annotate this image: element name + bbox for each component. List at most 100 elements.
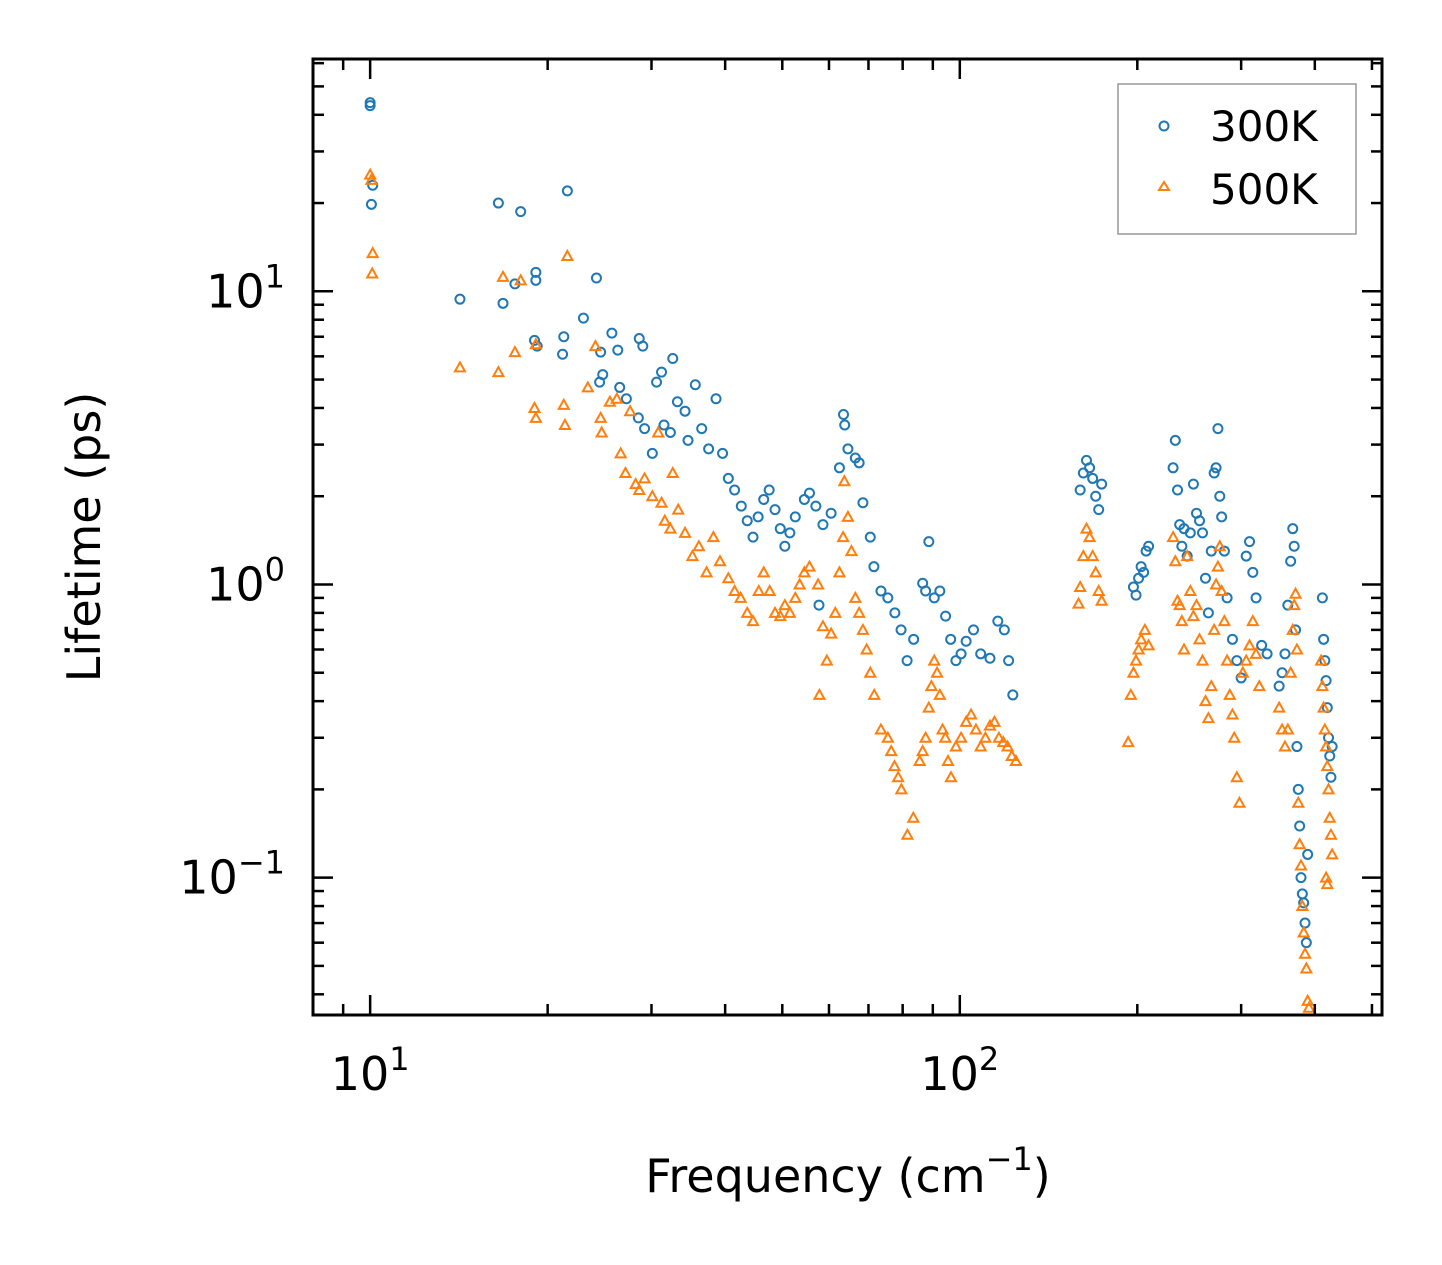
point-300k (614, 381, 626, 393)
point-300k (752, 511, 764, 523)
point-500k (560, 248, 575, 261)
point-500k (1278, 739, 1292, 752)
point-500k (1141, 638, 1156, 651)
point-500k (1082, 530, 1097, 543)
point-300k (1197, 527, 1209, 539)
point-300k (882, 592, 894, 604)
point-300k (1291, 741, 1303, 753)
point-300k (1084, 462, 1096, 474)
point-300k (975, 648, 987, 660)
point-500k (1302, 1000, 1316, 1013)
point-300k (945, 633, 957, 645)
point-500k (1071, 596, 1086, 609)
point-500k (1189, 598, 1204, 611)
point-500k (663, 521, 678, 534)
point-500k (645, 489, 660, 502)
point-500k (740, 605, 754, 618)
point-300k (1288, 540, 1300, 552)
point-500k (1204, 679, 1218, 692)
point-500k (752, 583, 766, 597)
point-300k (497, 297, 509, 309)
point-500k (1166, 530, 1180, 543)
point-300k (1133, 572, 1145, 584)
point-500k (1296, 925, 1311, 938)
point-500k (581, 380, 595, 393)
point-500k (1214, 583, 1229, 597)
point-300k (1003, 655, 1015, 667)
point-500k (1134, 632, 1148, 645)
point-300k (667, 352, 679, 364)
axis-ticks (311, 59, 1382, 1015)
point-500k (768, 605, 782, 618)
point-500k (912, 753, 927, 766)
point-500k (1091, 583, 1106, 597)
point-500k (969, 722, 983, 735)
point-300k (620, 393, 632, 405)
point-500k (797, 565, 812, 578)
point-300k (1208, 467, 1220, 479)
point-500k (1314, 653, 1328, 666)
point-500k (1198, 694, 1213, 707)
point-300k (1324, 750, 1336, 762)
point-300k (895, 624, 907, 636)
point-500k (802, 559, 817, 572)
point-500k (1217, 614, 1232, 627)
point-300k (868, 561, 880, 573)
point-500k (1272, 700, 1286, 713)
point-500k (922, 700, 936, 713)
point-300k (679, 405, 691, 417)
point-300k (612, 344, 624, 356)
point-300k (1184, 527, 1196, 539)
point-500k (610, 391, 624, 404)
point-500k (1295, 898, 1310, 912)
point-300k (703, 443, 715, 455)
point-500k (595, 425, 609, 438)
point-300k (1090, 490, 1102, 502)
point-300k (1087, 472, 1099, 484)
point-500k (365, 266, 379, 279)
point-300k (735, 500, 747, 512)
point-300k (682, 434, 694, 446)
point-300k (901, 655, 913, 667)
point-300k (1214, 490, 1226, 502)
point-300k (367, 179, 379, 191)
point-500k (1230, 770, 1244, 783)
point-500k (927, 653, 941, 666)
point-500k (906, 810, 921, 823)
point-500k (1246, 614, 1260, 627)
point-500k (529, 337, 543, 350)
point-500k (918, 730, 933, 743)
point-300k (689, 379, 701, 391)
point-500k (1094, 593, 1109, 606)
point-500k (881, 730, 895, 743)
point-500k (1079, 521, 1094, 534)
point-500k (891, 770, 905, 783)
point-300k (664, 426, 676, 438)
point-500k (812, 687, 827, 700)
point-500k (837, 474, 852, 487)
point-300k (998, 624, 1010, 636)
point-300k (1074, 484, 1086, 496)
point-300k (515, 206, 527, 218)
point-500k (824, 626, 838, 639)
point-500k (527, 400, 542, 413)
point-300k (968, 624, 980, 636)
point-300k (365, 198, 377, 210)
point-500k (1299, 961, 1314, 974)
series-300k-markers (364, 97, 1338, 949)
point-500k (1175, 614, 1189, 627)
point-500k (1249, 646, 1263, 659)
point-300k (1135, 561, 1147, 573)
point-300k (1300, 937, 1312, 949)
point-300k (492, 197, 504, 209)
y-tick-label: 101 (206, 257, 285, 318)
point-500k (1195, 653, 1210, 666)
point-500k (1286, 622, 1300, 635)
point-500k (613, 446, 628, 459)
point-300k (984, 652, 996, 664)
point-300k (857, 497, 869, 509)
point-500k (788, 590, 802, 603)
point-500k (637, 471, 652, 484)
plot-frame (311, 57, 1384, 1017)
